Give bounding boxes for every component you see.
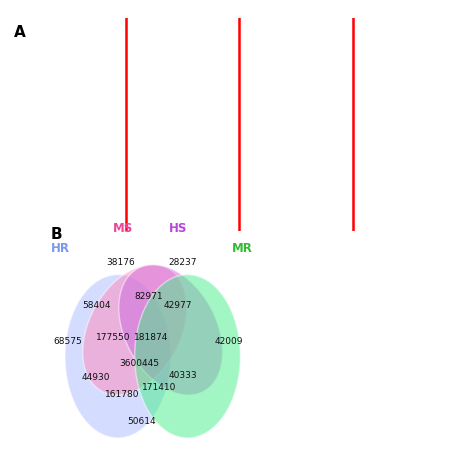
Text: 42977: 42977 bbox=[164, 301, 192, 310]
Text: MR: MR bbox=[167, 209, 189, 223]
Text: 38176: 38176 bbox=[106, 258, 135, 267]
Ellipse shape bbox=[135, 274, 240, 438]
Text: HS: HS bbox=[169, 223, 187, 236]
Text: HR: HR bbox=[51, 242, 70, 255]
Ellipse shape bbox=[119, 265, 223, 395]
Text: MS: MS bbox=[285, 209, 307, 223]
Text: 82971: 82971 bbox=[135, 292, 164, 301]
Text: 161780: 161780 bbox=[105, 390, 140, 399]
Text: B: B bbox=[51, 226, 62, 242]
Text: 58404: 58404 bbox=[82, 301, 110, 310]
Text: 68575: 68575 bbox=[53, 337, 82, 346]
Text: A: A bbox=[14, 25, 26, 40]
Text: MS: MS bbox=[112, 223, 133, 236]
Ellipse shape bbox=[65, 274, 171, 438]
Text: 44930: 44930 bbox=[82, 373, 110, 383]
Text: 40333: 40333 bbox=[168, 371, 197, 380]
Text: HR: HR bbox=[54, 209, 74, 223]
Text: 50614: 50614 bbox=[128, 417, 156, 426]
Text: 177550: 177550 bbox=[96, 333, 130, 341]
Text: 171410: 171410 bbox=[142, 383, 176, 392]
Text: HS: HS bbox=[400, 209, 419, 223]
Text: 3600445: 3600445 bbox=[119, 359, 159, 368]
Ellipse shape bbox=[83, 265, 187, 395]
Text: MR: MR bbox=[232, 242, 253, 255]
Text: 42009: 42009 bbox=[214, 337, 243, 346]
Text: 28237: 28237 bbox=[168, 258, 197, 267]
Text: 181874: 181874 bbox=[134, 333, 169, 341]
